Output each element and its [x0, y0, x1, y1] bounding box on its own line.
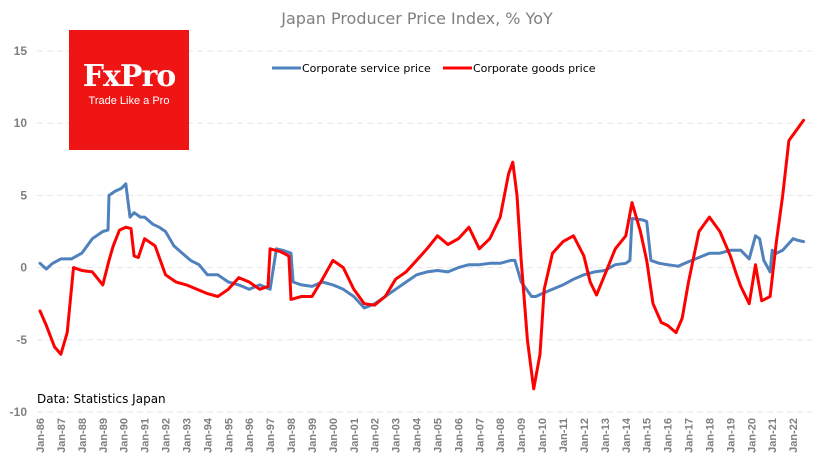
x-axis-ticks: Jan-86 Jan-87 Jan-88 Jan-89 Jan-90 Jan-91 Jan-… — [35, 417, 800, 453]
x-tick-label: Jan-06 — [453, 418, 465, 453]
x-tick-label: Jan-87 — [56, 418, 68, 453]
x-tick-label: Jan-04 — [412, 417, 424, 453]
x-tick-label: Jan-98 — [286, 418, 298, 453]
logo-tagline: Trade Like a Pro — [88, 95, 170, 107]
y-tick-label: -10 — [10, 405, 28, 419]
x-tick-label: Jan-21 — [767, 418, 779, 453]
x-tick-label: Jan-05 — [432, 418, 444, 453]
x-tick-label: Jan-11 — [558, 418, 570, 452]
x-tick-label: Jan-88 — [77, 418, 89, 453]
x-tick-label: Jan-86 — [35, 418, 47, 453]
series-line-corporate-goods-price — [38, 118, 806, 391]
x-tick-label: Jan-93 — [181, 418, 193, 453]
x-tick-label: Jan-95 — [223, 418, 235, 453]
x-tick-label: Jan-09 — [516, 418, 528, 453]
source-note: Data: Statistics Japan — [37, 392, 166, 406]
x-tick-label: Jan-97 — [265, 418, 277, 453]
gridlines — [37, 50, 812, 413]
x-tick-label: Jan-13 — [600, 418, 612, 453]
x-tick-label: Jan-89 — [98, 418, 110, 453]
x-tick-label: Jan-02 — [370, 418, 382, 453]
legend-item-goods[interactable]: Corporate goods price — [443, 62, 596, 75]
y-tick-label: 15 — [14, 44, 28, 58]
x-tick-label: Jan-08 — [495, 418, 507, 453]
x-tick-label: Jan-15 — [642, 418, 654, 453]
x-tick-label: Jan-10 — [537, 418, 549, 453]
x-tick-label: Jan-12 — [579, 418, 591, 453]
x-tick-label: Jan-00 — [328, 418, 340, 453]
x-tick-label: Jan-19 — [725, 418, 737, 453]
legend-item-service[interactable]: Corporate service price — [272, 62, 431, 75]
x-tick-label: Jan-14 — [621, 417, 633, 453]
y-tick-label: 10 — [14, 116, 28, 130]
x-tick-label: Jan-94 — [202, 417, 214, 453]
x-tick-label: Jan-99 — [307, 418, 319, 453]
y-tick-label: -5 — [16, 333, 27, 347]
x-tick-label: Jan-16 — [663, 418, 675, 453]
x-tick-label: Jan-90 — [119, 418, 131, 453]
legend-label-service: Corporate service price — [302, 62, 431, 75]
legend-label-goods: Corporate goods price — [473, 62, 596, 75]
fxpro-logo: FxPro Trade Like a Pro — [69, 30, 189, 150]
x-tick-label: Jan-18 — [704, 418, 716, 453]
x-tick-label: Jan-91 — [140, 418, 152, 453]
x-tick-label: Jan-07 — [474, 418, 486, 453]
x-tick-label: Jan-22 — [788, 418, 800, 453]
x-tick-label: Jan-96 — [244, 418, 256, 453]
legend: Corporate service price Corporate goods … — [272, 62, 596, 75]
chart-title: Japan Producer Price Index, % YoY — [280, 9, 553, 28]
x-tick-label: Jan-20 — [746, 418, 758, 453]
x-tick-label: Jan-17 — [684, 418, 696, 453]
y-tick-label: 0 — [20, 261, 27, 275]
logo-brand: FxPro — [82, 59, 177, 94]
y-tick-label: 5 — [20, 188, 27, 202]
x-tick-label: Jan-03 — [391, 418, 403, 453]
series-layer — [38, 118, 806, 391]
x-tick-label: Jan-92 — [161, 418, 173, 453]
y-axis-ticks: 15 10 5 0 -5 -10 — [10, 44, 28, 419]
x-tick-label: Jan-01 — [349, 418, 361, 453]
